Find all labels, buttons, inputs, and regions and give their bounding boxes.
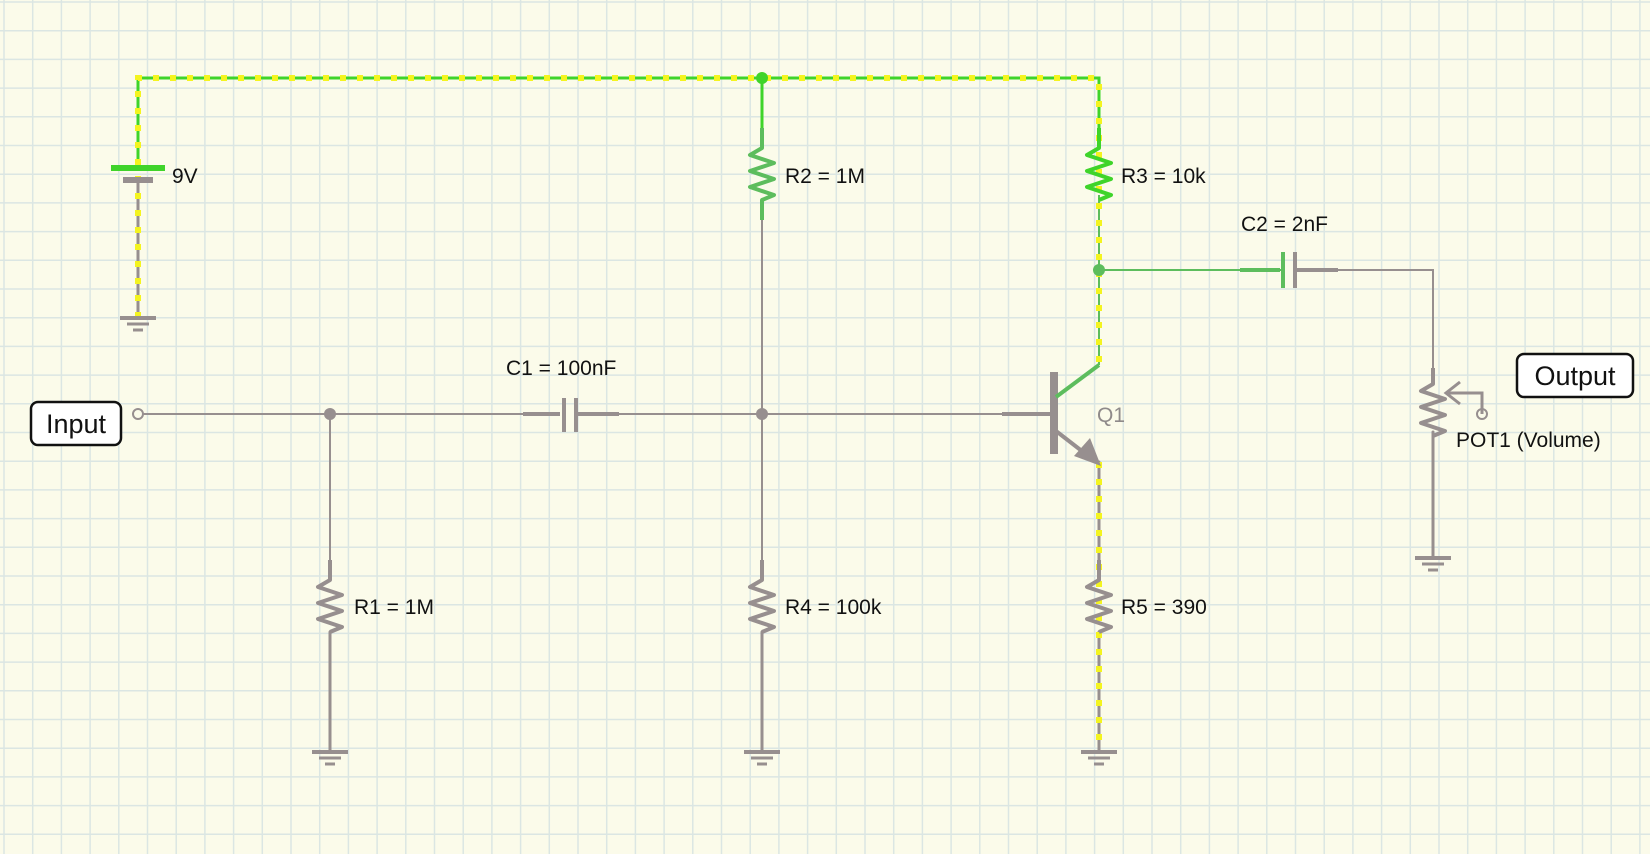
r3-label: R3 = 10k [1121, 165, 1206, 188]
battery-label: 9V [172, 165, 198, 188]
r4-resistor[interactable] [748, 560, 776, 634]
battery-ground-icon [120, 316, 156, 332]
q1-transistor[interactable] [1002, 363, 1101, 466]
r2-label: R2 = 1M [785, 165, 865, 188]
pot1-wiper-terminal[interactable] [1476, 408, 1488, 420]
supply-rail-wire[interactable] [138, 76, 1101, 128]
r5-ground-icon [1081, 750, 1117, 766]
c2-capacitor[interactable] [1240, 252, 1338, 288]
collector-node[interactable] [1093, 264, 1105, 276]
q1-label: Q1 [1097, 404, 1125, 427]
r3-resistor[interactable] [1085, 128, 1113, 202]
c1-label: C1 = 100nF [506, 357, 616, 380]
ground-symbols [120, 316, 1451, 766]
base-node[interactable] [756, 408, 768, 420]
r1-node[interactable] [324, 408, 336, 420]
pot1-ground-icon [1415, 556, 1451, 572]
c1-capacitor[interactable] [523, 398, 619, 432]
input-label-text: Input [46, 409, 107, 439]
r5-label: R5 = 390 [1121, 596, 1207, 619]
c2-pot-wire[interactable] [1304, 269, 1434, 368]
input-terminal[interactable] [132, 408, 144, 420]
output-label-text: Output [1534, 361, 1616, 391]
r2-resistor[interactable] [748, 128, 776, 220]
supply-node[interactable] [756, 72, 768, 84]
battery-symbol[interactable] [111, 165, 165, 183]
output-terminal-label[interactable]: Output [1515, 352, 1635, 399]
r1-resistor[interactable] [316, 560, 344, 634]
r1-label: R1 = 1M [354, 596, 434, 619]
r5-resistor[interactable] [1085, 560, 1113, 634]
pot1-label: POT1 (Volume) [1456, 429, 1601, 452]
input-terminal-label[interactable]: Input [29, 400, 123, 447]
c2-label: C2 = 2nF [1241, 213, 1328, 236]
r1-ground-icon [312, 750, 348, 766]
current-dots-rail [135, 75, 1102, 365]
r4-label: R4 = 100k [785, 596, 882, 619]
r4-ground-icon [744, 750, 780, 766]
pot1-potentiometer[interactable] [1419, 368, 1488, 438]
